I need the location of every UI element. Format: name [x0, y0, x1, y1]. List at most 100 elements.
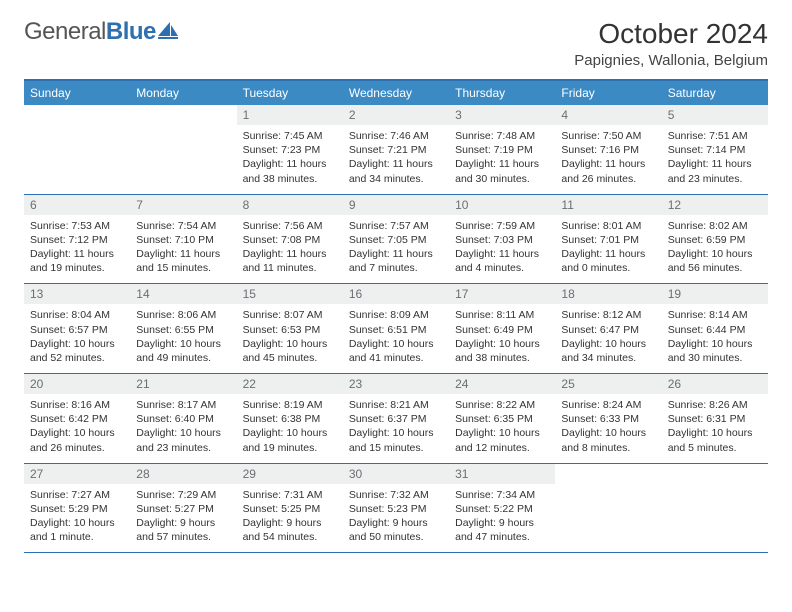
calendar-day-cell: 4Sunrise: 7:50 AMSunset: 7:16 PMDaylight…	[555, 105, 661, 194]
sunset-text: Sunset: 7:16 PM	[561, 143, 655, 157]
day-number: 27	[24, 464, 130, 484]
sunrise-text: Sunrise: 8:26 AM	[668, 398, 762, 412]
day-number: 30	[343, 464, 449, 484]
logo-text: GeneralBlue	[24, 18, 156, 46]
daylight-text: Daylight: 10 hours and 45 minutes.	[243, 337, 337, 365]
calendar-day-cell	[555, 463, 661, 553]
calendar-week-row: 13Sunrise: 8:04 AMSunset: 6:57 PMDayligh…	[24, 284, 768, 374]
sunset-text: Sunset: 6:37 PM	[349, 412, 443, 426]
sunrise-text: Sunrise: 7:48 AM	[455, 129, 549, 143]
day-number: 4	[555, 105, 661, 125]
calendar-day-cell: 12Sunrise: 8:02 AMSunset: 6:59 PMDayligh…	[662, 194, 768, 284]
sunset-text: Sunset: 5:22 PM	[455, 502, 549, 516]
daylight-text: Daylight: 11 hours and 11 minutes.	[243, 247, 337, 275]
day-number: 21	[130, 374, 236, 394]
day-details: Sunrise: 8:02 AMSunset: 6:59 PMDaylight:…	[662, 215, 768, 284]
daylight-text: Daylight: 10 hours and 49 minutes.	[136, 337, 230, 365]
day-number	[24, 105, 130, 125]
daylight-text: Daylight: 10 hours and 38 minutes.	[455, 337, 549, 365]
daylight-text: Daylight: 10 hours and 12 minutes.	[455, 426, 549, 454]
day-details: Sunrise: 8:06 AMSunset: 6:55 PMDaylight:…	[130, 304, 236, 373]
calendar-day-cell: 27Sunrise: 7:27 AMSunset: 5:29 PMDayligh…	[24, 463, 130, 553]
calendar-day-cell: 18Sunrise: 8:12 AMSunset: 6:47 PMDayligh…	[555, 284, 661, 374]
daylight-text: Daylight: 11 hours and 4 minutes.	[455, 247, 549, 275]
sunset-text: Sunset: 7:14 PM	[668, 143, 762, 157]
day-details	[24, 125, 130, 185]
day-details: Sunrise: 7:46 AMSunset: 7:21 PMDaylight:…	[343, 125, 449, 194]
calendar-day-cell	[130, 105, 236, 194]
calendar-week-row: 1Sunrise: 7:45 AMSunset: 7:23 PMDaylight…	[24, 105, 768, 194]
calendar-day-cell: 6Sunrise: 7:53 AMSunset: 7:12 PMDaylight…	[24, 194, 130, 284]
sunrise-text: Sunrise: 7:57 AM	[349, 219, 443, 233]
sunrise-text: Sunrise: 8:12 AM	[561, 308, 655, 322]
day-details	[662, 484, 768, 544]
day-details: Sunrise: 7:56 AMSunset: 7:08 PMDaylight:…	[237, 215, 343, 284]
calendar-day-cell: 25Sunrise: 8:24 AMSunset: 6:33 PMDayligh…	[555, 374, 661, 464]
sunrise-text: Sunrise: 7:46 AM	[349, 129, 443, 143]
day-number	[130, 105, 236, 125]
day-number: 25	[555, 374, 661, 394]
daylight-text: Daylight: 10 hours and 26 minutes.	[30, 426, 124, 454]
day-details: Sunrise: 8:16 AMSunset: 6:42 PMDaylight:…	[24, 394, 130, 463]
sunset-text: Sunset: 6:57 PM	[30, 323, 124, 337]
calendar-body: 1Sunrise: 7:45 AMSunset: 7:23 PMDaylight…	[24, 105, 768, 553]
calendar-day-cell	[24, 105, 130, 194]
day-details: Sunrise: 7:54 AMSunset: 7:10 PMDaylight:…	[130, 215, 236, 284]
day-number: 20	[24, 374, 130, 394]
sunrise-text: Sunrise: 7:56 AM	[243, 219, 337, 233]
sunset-text: Sunset: 6:55 PM	[136, 323, 230, 337]
day-details: Sunrise: 7:59 AMSunset: 7:03 PMDaylight:…	[449, 215, 555, 284]
calendar-day-cell: 2Sunrise: 7:46 AMSunset: 7:21 PMDaylight…	[343, 105, 449, 194]
calendar-day-cell: 23Sunrise: 8:21 AMSunset: 6:37 PMDayligh…	[343, 374, 449, 464]
weekday-header: Wednesday	[343, 80, 449, 105]
header: GeneralBlue October 2024 Papignies, Wall…	[24, 18, 768, 69]
sunset-text: Sunset: 5:25 PM	[243, 502, 337, 516]
day-details: Sunrise: 8:07 AMSunset: 6:53 PMDaylight:…	[237, 304, 343, 373]
calendar-day-cell: 14Sunrise: 8:06 AMSunset: 6:55 PMDayligh…	[130, 284, 236, 374]
day-details	[555, 484, 661, 544]
sunset-text: Sunset: 6:42 PM	[30, 412, 124, 426]
calendar-day-cell: 1Sunrise: 7:45 AMSunset: 7:23 PMDaylight…	[237, 105, 343, 194]
sunset-text: Sunset: 6:40 PM	[136, 412, 230, 426]
daylight-text: Daylight: 10 hours and 8 minutes.	[561, 426, 655, 454]
sunset-text: Sunset: 7:01 PM	[561, 233, 655, 247]
sunset-text: Sunset: 6:59 PM	[668, 233, 762, 247]
day-details: Sunrise: 8:22 AMSunset: 6:35 PMDaylight:…	[449, 394, 555, 463]
sunrise-text: Sunrise: 8:22 AM	[455, 398, 549, 412]
day-number: 23	[343, 374, 449, 394]
day-number: 15	[237, 284, 343, 304]
calendar-day-cell: 26Sunrise: 8:26 AMSunset: 6:31 PMDayligh…	[662, 374, 768, 464]
sunset-text: Sunset: 6:38 PM	[243, 412, 337, 426]
day-number: 17	[449, 284, 555, 304]
day-details: Sunrise: 8:12 AMSunset: 6:47 PMDaylight:…	[555, 304, 661, 373]
sunrise-text: Sunrise: 8:16 AM	[30, 398, 124, 412]
sunrise-text: Sunrise: 7:31 AM	[243, 488, 337, 502]
daylight-text: Daylight: 11 hours and 26 minutes.	[561, 157, 655, 185]
day-details: Sunrise: 8:19 AMSunset: 6:38 PMDaylight:…	[237, 394, 343, 463]
day-details	[130, 125, 236, 185]
calendar-table: SundayMondayTuesdayWednesdayThursdayFrid…	[24, 79, 768, 553]
day-details: Sunrise: 7:53 AMSunset: 7:12 PMDaylight:…	[24, 215, 130, 284]
sunset-text: Sunset: 6:33 PM	[561, 412, 655, 426]
day-details: Sunrise: 8:01 AMSunset: 7:01 PMDaylight:…	[555, 215, 661, 284]
calendar-day-cell: 29Sunrise: 7:31 AMSunset: 5:25 PMDayligh…	[237, 463, 343, 553]
sunrise-text: Sunrise: 8:04 AM	[30, 308, 124, 322]
sunset-text: Sunset: 6:47 PM	[561, 323, 655, 337]
calendar-day-cell: 20Sunrise: 8:16 AMSunset: 6:42 PMDayligh…	[24, 374, 130, 464]
daylight-text: Daylight: 11 hours and 38 minutes.	[243, 157, 337, 185]
sunset-text: Sunset: 6:51 PM	[349, 323, 443, 337]
day-details: Sunrise: 8:09 AMSunset: 6:51 PMDaylight:…	[343, 304, 449, 373]
sunrise-text: Sunrise: 8:11 AM	[455, 308, 549, 322]
weekday-header: Friday	[555, 80, 661, 105]
day-details: Sunrise: 7:45 AMSunset: 7:23 PMDaylight:…	[237, 125, 343, 194]
daylight-text: Daylight: 10 hours and 41 minutes.	[349, 337, 443, 365]
sunrise-text: Sunrise: 8:19 AM	[243, 398, 337, 412]
daylight-text: Daylight: 11 hours and 34 minutes.	[349, 157, 443, 185]
sunset-text: Sunset: 6:35 PM	[455, 412, 549, 426]
logo-sail-icon	[158, 22, 180, 45]
sunrise-text: Sunrise: 8:01 AM	[561, 219, 655, 233]
calendar-day-cell: 19Sunrise: 8:14 AMSunset: 6:44 PMDayligh…	[662, 284, 768, 374]
weekday-header: Sunday	[24, 80, 130, 105]
day-details: Sunrise: 7:34 AMSunset: 5:22 PMDaylight:…	[449, 484, 555, 553]
day-number	[555, 464, 661, 484]
